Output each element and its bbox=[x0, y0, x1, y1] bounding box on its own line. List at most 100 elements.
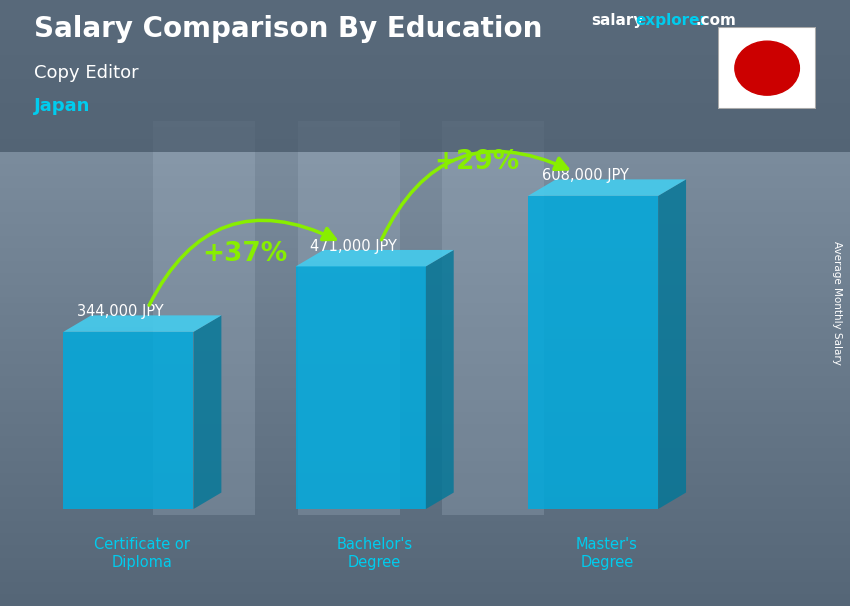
Polygon shape bbox=[296, 250, 454, 267]
Polygon shape bbox=[426, 250, 454, 509]
Bar bbox=[0, 42, 850, 48]
Polygon shape bbox=[296, 267, 426, 509]
Bar bbox=[0, 327, 850, 333]
Text: +37%: +37% bbox=[202, 241, 287, 267]
Polygon shape bbox=[64, 332, 194, 509]
Bar bbox=[0, 303, 850, 309]
Bar bbox=[0, 448, 850, 454]
Bar bbox=[0, 497, 850, 503]
Bar bbox=[0, 230, 850, 236]
Text: 471,000 JPY: 471,000 JPY bbox=[309, 239, 396, 253]
Bar bbox=[0, 351, 850, 358]
Bar bbox=[442, 121, 544, 515]
Polygon shape bbox=[528, 196, 658, 509]
Bar bbox=[0, 436, 850, 442]
Bar bbox=[0, 170, 850, 176]
Bar bbox=[0, 570, 850, 576]
Bar bbox=[0, 79, 850, 85]
Bar bbox=[0, 267, 850, 273]
Bar bbox=[0, 224, 850, 230]
Bar bbox=[0, 164, 850, 170]
Bar bbox=[0, 576, 850, 582]
Bar bbox=[0, 242, 850, 248]
Bar bbox=[0, 515, 850, 521]
Bar bbox=[0, 133, 850, 139]
Bar bbox=[0, 12, 850, 18]
Bar bbox=[0, 67, 850, 73]
Bar bbox=[0, 206, 850, 212]
Bar bbox=[0, 479, 850, 485]
Text: Master's
Degree: Master's Degree bbox=[576, 538, 638, 570]
Bar bbox=[0, 400, 850, 406]
Text: salary: salary bbox=[591, 13, 643, 28]
Bar bbox=[0, 364, 850, 370]
Bar bbox=[0, 36, 850, 42]
Text: +29%: +29% bbox=[434, 149, 519, 175]
Bar bbox=[0, 97, 850, 103]
Bar bbox=[0, 594, 850, 600]
Polygon shape bbox=[64, 315, 221, 332]
Bar bbox=[0, 24, 850, 30]
Bar bbox=[0, 461, 850, 467]
Bar bbox=[0, 61, 850, 67]
Bar bbox=[0, 103, 850, 109]
Bar bbox=[0, 412, 850, 418]
Bar bbox=[0, 176, 850, 182]
Bar bbox=[0, 485, 850, 491]
Bar bbox=[0, 564, 850, 570]
Bar bbox=[0, 491, 850, 497]
Text: Japan: Japan bbox=[34, 97, 90, 115]
Bar bbox=[0, 48, 850, 55]
Text: Certificate or
Diploma: Certificate or Diploma bbox=[94, 538, 190, 570]
Bar bbox=[0, 418, 850, 424]
Bar bbox=[0, 321, 850, 327]
Bar bbox=[0, 509, 850, 515]
Bar bbox=[0, 333, 850, 339]
Bar bbox=[0, 18, 850, 24]
Bar bbox=[0, 600, 850, 606]
Text: 344,000 JPY: 344,000 JPY bbox=[77, 304, 164, 319]
Text: Bachelor's
Degree: Bachelor's Degree bbox=[337, 538, 413, 570]
Bar bbox=[153, 121, 255, 515]
Polygon shape bbox=[194, 315, 221, 509]
Polygon shape bbox=[658, 179, 686, 509]
Bar bbox=[0, 315, 850, 321]
Bar bbox=[0, 539, 850, 545]
Bar bbox=[0, 152, 850, 158]
Circle shape bbox=[735, 41, 799, 95]
Bar bbox=[0, 248, 850, 255]
FancyArrowPatch shape bbox=[150, 221, 335, 305]
Bar bbox=[0, 0, 850, 6]
Bar bbox=[0, 73, 850, 79]
Bar bbox=[0, 345, 850, 351]
Bar bbox=[0, 182, 850, 188]
Bar bbox=[0, 109, 850, 115]
Bar bbox=[0, 558, 850, 564]
Bar bbox=[0, 370, 850, 376]
Bar bbox=[0, 533, 850, 539]
Bar bbox=[0, 297, 850, 303]
Bar bbox=[0, 291, 850, 297]
Bar bbox=[0, 236, 850, 242]
Bar bbox=[0, 442, 850, 448]
Bar bbox=[0, 309, 850, 315]
Bar bbox=[0, 158, 850, 164]
Bar bbox=[0, 6, 850, 12]
Bar bbox=[0, 376, 850, 382]
Bar bbox=[0, 527, 850, 533]
Bar bbox=[0, 521, 850, 527]
Text: Average Monthly Salary: Average Monthly Salary bbox=[832, 241, 842, 365]
Bar bbox=[0, 30, 850, 36]
Bar bbox=[0, 588, 850, 594]
Bar bbox=[0, 406, 850, 412]
Bar bbox=[0, 127, 850, 133]
Bar bbox=[0, 388, 850, 394]
Text: .com: .com bbox=[695, 13, 736, 28]
Bar bbox=[298, 121, 400, 515]
Bar bbox=[0, 121, 850, 127]
Bar bbox=[0, 261, 850, 267]
Bar bbox=[0, 273, 850, 279]
Bar bbox=[0, 339, 850, 345]
Bar bbox=[0, 545, 850, 551]
FancyArrowPatch shape bbox=[382, 152, 568, 240]
